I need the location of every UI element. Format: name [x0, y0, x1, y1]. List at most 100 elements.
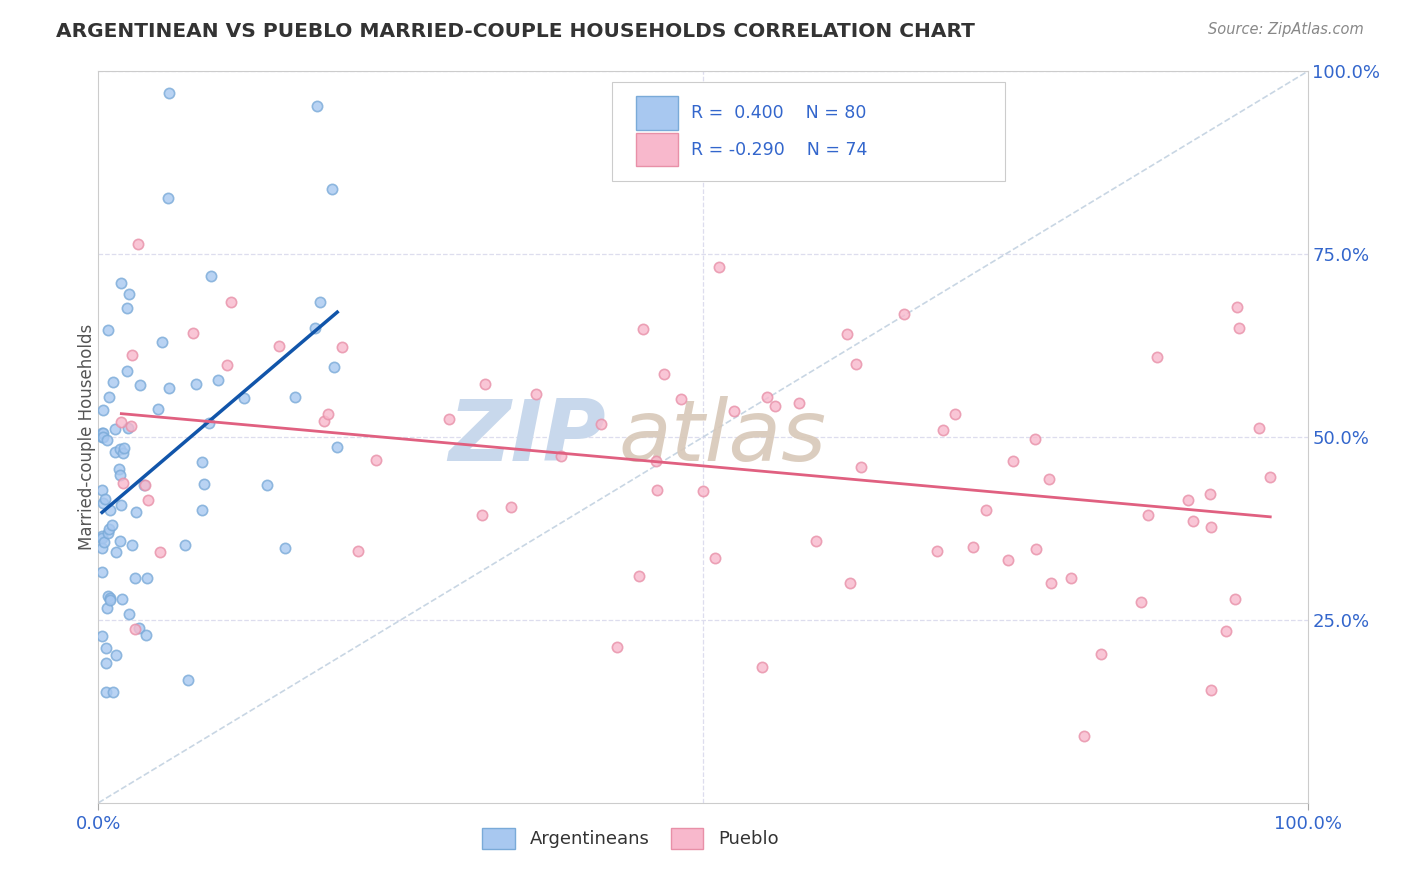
Point	[437, 412, 460, 426]
Point	[1258, 470, 1281, 484]
Point	[98, 593, 121, 607]
Point	[117, 421, 139, 435]
Text: ARGENTINEAN VS PUEBLO MARRIED-COUPLE HOUSEHOLDS CORRELATION CHART: ARGENTINEAN VS PUEBLO MARRIED-COUPLE HOU…	[56, 22, 976, 41]
Point	[91, 531, 114, 545]
Point	[1198, 486, 1220, 500]
Text: R =  0.400    N = 80: R = 0.400 N = 80	[690, 104, 866, 122]
Point	[104, 445, 127, 459]
Point	[838, 575, 860, 590]
Point	[1040, 576, 1063, 591]
Point	[669, 392, 692, 406]
Y-axis label: Married-couple Households: Married-couple Households	[79, 324, 96, 550]
Point	[756, 390, 779, 404]
Point	[1201, 520, 1223, 534]
Point	[93, 495, 115, 509]
Point	[606, 640, 628, 655]
Point	[997, 553, 1019, 567]
Point	[232, 391, 254, 405]
Point	[108, 534, 131, 549]
Point	[110, 467, 132, 482]
Text: Source: ZipAtlas.com: Source: ZipAtlas.com	[1208, 22, 1364, 37]
Point	[100, 518, 122, 533]
Text: atlas: atlas	[619, 395, 827, 479]
Point	[851, 460, 873, 475]
Point	[631, 322, 654, 336]
Point	[105, 648, 128, 662]
Point	[1227, 321, 1250, 335]
FancyBboxPatch shape	[637, 96, 678, 130]
Point	[91, 629, 114, 643]
Point	[256, 478, 278, 492]
Point	[1177, 493, 1199, 508]
Point	[98, 591, 121, 606]
Point	[307, 99, 329, 113]
Point	[111, 476, 134, 491]
Point	[91, 426, 114, 441]
Point	[117, 287, 139, 301]
Point	[943, 407, 966, 421]
Point	[200, 269, 222, 284]
Point	[927, 543, 949, 558]
Point	[193, 477, 215, 491]
Point	[97, 525, 120, 540]
Point	[304, 321, 326, 335]
Point	[184, 377, 207, 392]
Point	[314, 414, 336, 428]
Point	[326, 440, 349, 454]
Point	[550, 450, 572, 464]
Point	[191, 455, 214, 469]
Point	[627, 568, 650, 582]
Point	[91, 430, 114, 444]
Point	[127, 237, 149, 252]
Point	[136, 572, 159, 586]
Point	[589, 417, 612, 431]
Point	[97, 323, 120, 337]
Point	[1215, 624, 1237, 639]
Point	[845, 357, 868, 371]
Point	[96, 433, 118, 447]
Point	[108, 462, 131, 476]
Point	[1146, 351, 1168, 365]
Point	[177, 673, 200, 688]
Point	[330, 340, 353, 354]
Point	[652, 367, 675, 381]
Point	[645, 483, 668, 497]
Point	[893, 307, 915, 321]
Point	[751, 660, 773, 674]
Point	[322, 359, 344, 374]
Point	[91, 430, 114, 444]
Point	[97, 522, 120, 536]
Text: R = -0.290    N = 74: R = -0.290 N = 74	[690, 141, 868, 159]
Point	[134, 477, 156, 491]
Point	[931, 423, 953, 437]
Point	[174, 538, 197, 552]
Point	[110, 415, 132, 429]
Point	[217, 359, 239, 373]
Point	[112, 441, 135, 455]
Point	[125, 504, 148, 518]
Point	[152, 335, 174, 350]
Point	[136, 493, 159, 508]
Point	[1025, 542, 1047, 557]
Text: ZIP: ZIP	[449, 395, 606, 479]
Point	[1073, 729, 1095, 743]
Point	[198, 417, 221, 431]
Point	[346, 544, 368, 558]
Point	[644, 454, 666, 468]
Point	[134, 627, 156, 641]
Point	[149, 545, 172, 559]
Point	[93, 534, 115, 549]
Point	[707, 260, 730, 275]
Point	[364, 453, 387, 467]
Point	[148, 401, 170, 416]
Point	[308, 295, 330, 310]
Point	[121, 348, 143, 362]
Point	[181, 326, 204, 341]
Point	[96, 601, 118, 615]
Point	[91, 541, 114, 556]
Point	[723, 404, 745, 418]
Point	[157, 87, 180, 101]
Point	[763, 399, 786, 413]
Point	[274, 541, 297, 555]
Point	[156, 192, 179, 206]
